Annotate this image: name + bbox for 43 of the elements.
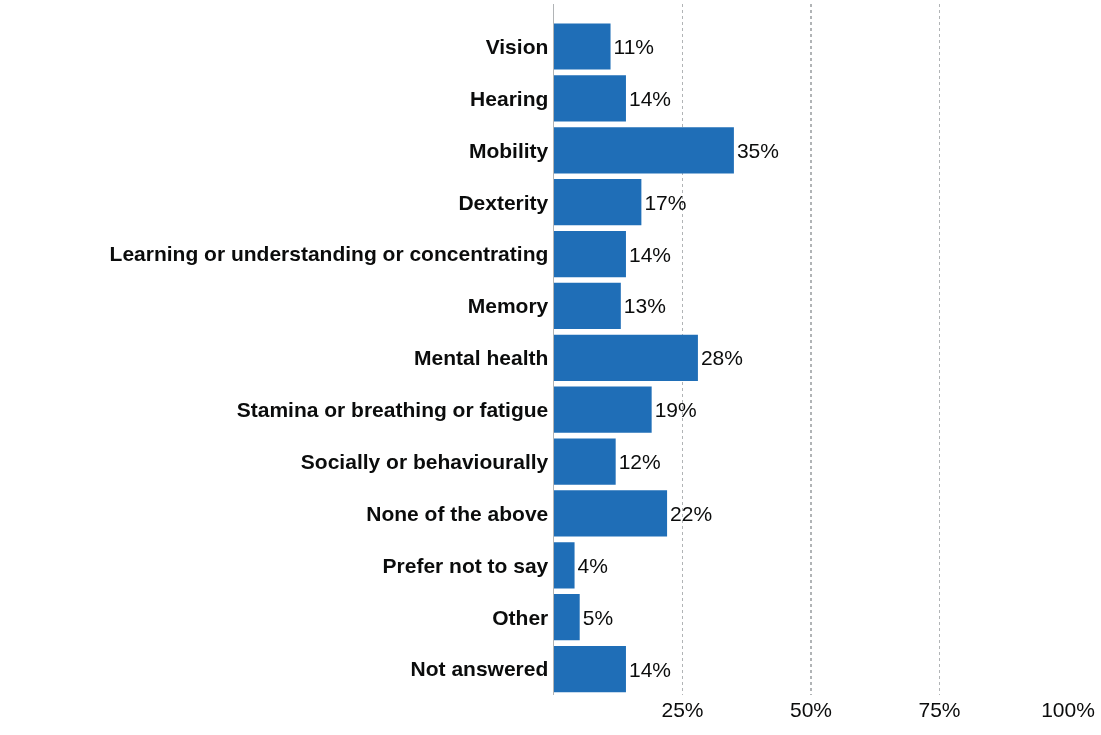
data-label: 4%	[577, 553, 608, 577]
data-label: 22%	[670, 501, 713, 525]
bar	[554, 179, 642, 226]
bar	[554, 490, 668, 537]
y-tick-label: Not answered	[410, 657, 549, 681]
bar	[554, 438, 616, 485]
bar	[554, 127, 734, 174]
y-tick-label: Memory	[467, 294, 549, 318]
data-label: 14%	[628, 242, 671, 266]
data-label: 14%	[628, 86, 671, 110]
y-tick-label: Hearing	[470, 86, 549, 110]
data-label: 11%	[613, 35, 655, 59]
x-tick-label: 100%	[1041, 698, 1095, 721]
bar	[554, 334, 698, 381]
x-tick-label: 25%	[661, 698, 704, 721]
y-tick-label: Stamina or breathing or fatigue	[236, 398, 549, 422]
x-tick-label: 75%	[918, 698, 961, 721]
data-label: 19%	[654, 398, 697, 422]
y-tick-label: Dexterity	[458, 190, 549, 214]
y-tick-label: Learning or understanding or concentrating	[109, 242, 549, 266]
y-tick-label: Other	[492, 605, 549, 629]
bar	[554, 594, 580, 641]
y-tick-label: Socially or behaviourally	[300, 449, 549, 473]
bar	[554, 542, 575, 589]
data-label: 17%	[644, 190, 687, 214]
data-label: 5%	[582, 605, 614, 629]
bar	[554, 75, 626, 122]
data-label: 13%	[623, 294, 666, 318]
bar	[554, 645, 626, 693]
bar	[554, 386, 652, 433]
y-tick-label: Prefer not to say	[382, 553, 549, 577]
bar	[554, 282, 621, 330]
data-label: 28%	[700, 346, 743, 370]
data-label: 35%	[736, 138, 779, 162]
data-label: 12%	[618, 450, 661, 474]
bar	[554, 230, 626, 278]
y-tick-label: Mobility	[468, 138, 549, 162]
bar	[554, 23, 611, 70]
data-label: 14%	[628, 657, 671, 681]
y-tick-label: Mental health	[414, 346, 549, 370]
x-tick-label: 50%	[789, 698, 833, 721]
y-tick-label: Vision	[485, 34, 549, 58]
y-tick-label: None of the above	[366, 501, 549, 525]
